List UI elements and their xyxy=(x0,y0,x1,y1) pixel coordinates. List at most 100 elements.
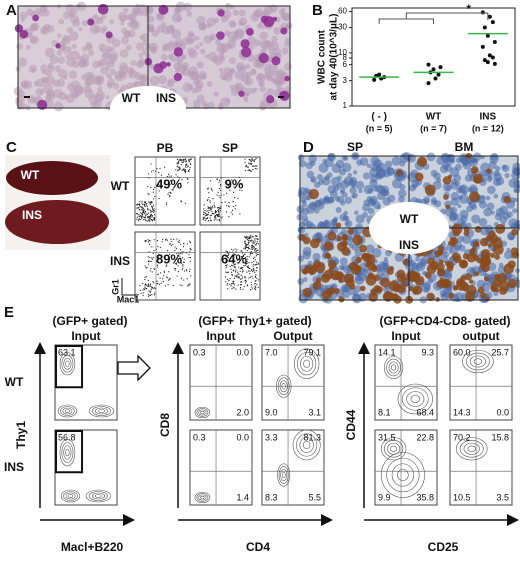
event xyxy=(244,165,247,167)
stained-cell xyxy=(327,231,337,241)
cell xyxy=(499,205,509,215)
event xyxy=(231,248,233,250)
event xyxy=(184,165,187,167)
event xyxy=(252,257,255,259)
event xyxy=(203,217,205,219)
event xyxy=(214,206,216,208)
event xyxy=(255,279,257,282)
event xyxy=(153,257,155,259)
event xyxy=(227,257,229,259)
event xyxy=(172,189,174,191)
contour xyxy=(397,383,433,415)
cell xyxy=(220,97,231,108)
cell xyxy=(359,157,369,166)
cell xyxy=(351,194,356,199)
stained-cell xyxy=(442,176,452,185)
event xyxy=(248,277,250,279)
data-point xyxy=(492,61,497,66)
event xyxy=(220,217,222,219)
event xyxy=(180,163,182,166)
cell xyxy=(493,170,500,177)
cell xyxy=(183,2,193,12)
cell xyxy=(25,45,31,50)
event xyxy=(152,169,154,171)
event xyxy=(144,202,146,204)
event xyxy=(237,284,239,286)
event xyxy=(231,179,233,181)
event xyxy=(254,289,256,291)
cell xyxy=(380,188,389,197)
event xyxy=(246,165,248,167)
event xyxy=(161,240,163,243)
event xyxy=(189,240,191,242)
event xyxy=(244,170,247,172)
stained-cell xyxy=(493,273,501,281)
event xyxy=(178,160,180,163)
gate-percent: 64% xyxy=(221,251,247,266)
plot-frame xyxy=(54,429,118,506)
event xyxy=(180,182,182,184)
stained-cell xyxy=(477,286,485,294)
event xyxy=(148,251,150,253)
event xyxy=(185,166,187,169)
event xyxy=(170,192,172,195)
contour xyxy=(60,489,81,503)
event xyxy=(248,247,250,249)
event xyxy=(256,165,258,167)
stained-cell xyxy=(335,222,342,228)
event xyxy=(153,282,155,284)
event xyxy=(149,203,151,205)
event xyxy=(147,212,150,214)
cell xyxy=(199,42,204,47)
event xyxy=(249,236,251,238)
cell xyxy=(423,281,431,290)
event xyxy=(143,216,145,218)
event xyxy=(253,260,255,263)
event xyxy=(235,269,237,271)
contour xyxy=(406,391,425,407)
event xyxy=(177,265,179,267)
event xyxy=(148,201,150,203)
event xyxy=(152,287,154,290)
cell xyxy=(355,180,365,190)
event xyxy=(240,250,242,252)
stained-cell xyxy=(437,249,444,256)
event xyxy=(183,258,185,260)
event xyxy=(235,251,237,253)
event xyxy=(152,191,154,193)
stained-cell xyxy=(480,292,487,299)
event xyxy=(251,288,253,290)
event xyxy=(249,289,252,291)
event xyxy=(256,168,258,170)
stained-cell xyxy=(413,285,423,295)
event xyxy=(235,275,238,277)
contour xyxy=(469,355,486,368)
quadrant-value: 22.8 xyxy=(416,432,434,442)
event xyxy=(205,215,207,217)
cell xyxy=(297,154,305,161)
event xyxy=(175,174,177,176)
event xyxy=(211,210,213,213)
event xyxy=(139,209,141,211)
event xyxy=(208,212,210,214)
event xyxy=(253,241,255,244)
photo-label: INS xyxy=(22,208,42,222)
event xyxy=(147,209,149,211)
event xyxy=(225,265,227,267)
event xyxy=(150,171,153,173)
event xyxy=(225,250,227,252)
plot-frame xyxy=(261,344,325,421)
quadrant-value: 70.2 xyxy=(453,432,471,442)
event xyxy=(252,247,254,249)
contour xyxy=(391,463,415,487)
event xyxy=(202,218,204,221)
event xyxy=(206,199,209,202)
stained-cell xyxy=(173,47,184,57)
event xyxy=(241,269,243,271)
image-label: WT xyxy=(400,212,419,226)
event xyxy=(221,201,223,204)
quadrant-value: 7.0 xyxy=(265,347,278,357)
event xyxy=(172,284,174,287)
event xyxy=(255,235,257,237)
event xyxy=(204,219,206,221)
